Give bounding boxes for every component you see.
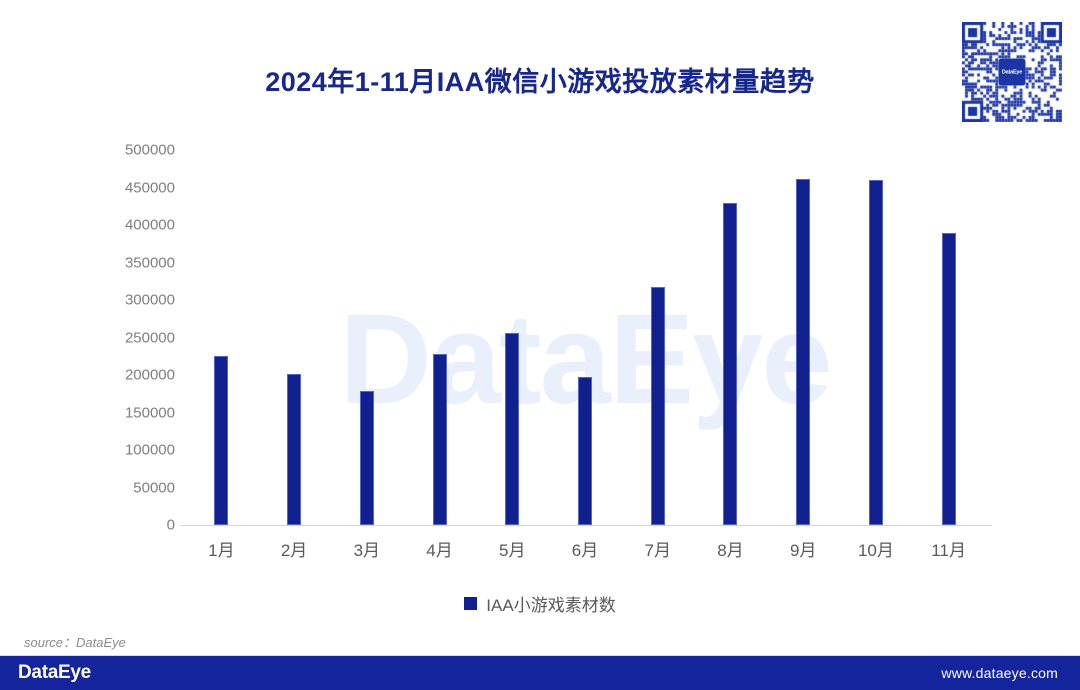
bar-column: [650, 150, 665, 525]
bar[interactable]: [578, 377, 592, 525]
y-axis-tick-label: 100000: [124, 441, 175, 459]
x-axis-tick-label: 9月: [789, 541, 817, 560]
qr-code[interactable]: DataEye: [962, 22, 1062, 122]
y-axis-tick-label: 200000: [124, 366, 175, 384]
x-axis-tick-label: 8月: [717, 541, 744, 560]
bar-column: [723, 150, 738, 525]
x-axis-tick-label: 10月: [857, 541, 894, 560]
y-axis-tick-label: 450000: [124, 179, 175, 196]
page-title: 2024年1-11月IAA微信小游戏投放素材量趋势: [265, 67, 815, 97]
bar[interactable]: [287, 373, 302, 525]
bar-column: [796, 150, 811, 525]
footer-divider: [0, 655, 1080, 656]
bar[interactable]: [650, 286, 665, 525]
x-axis: 1月 2月 3月 4月 5月 6月 7月 8月 9月 10月 11月: [185, 536, 985, 566]
qr-center-logo: DataEye: [998, 58, 1026, 86]
x-axis-tick-label: 2月: [280, 541, 308, 560]
bar-column: [578, 150, 592, 525]
y-axis-tick-label: 500000: [124, 141, 175, 159]
bar[interactable]: [359, 390, 374, 525]
x-axis-tick-label: 4月: [426, 541, 453, 560]
bars-layer: [185, 150, 985, 525]
bar[interactable]: [941, 232, 956, 525]
chart-legend: IAA小游戏素材数: [0, 591, 1080, 616]
y-axis-tick-label: 300000: [124, 291, 175, 309]
bar-column: [941, 150, 956, 525]
bar[interactable]: [796, 179, 811, 525]
y-axis: 0 50000 100000 150000 200000 250000 300000 3500…: [95, 0, 175, 690]
bar-column: [432, 150, 447, 525]
bar[interactable]: [432, 354, 447, 525]
y-axis-tick-label: 150000: [124, 404, 175, 421]
y-axis-tick-label: 400000: [124, 216, 175, 234]
y-axis-tick-label: 350000: [124, 254, 175, 271]
bar-column: [214, 150, 229, 525]
bar[interactable]: [723, 202, 738, 525]
x-axis-tick-label: 3月: [353, 541, 381, 560]
bar[interactable]: [505, 333, 520, 525]
source-note: source：DataEye: [24, 635, 126, 650]
footer-url[interactable]: www.dataeye.com: [941, 665, 1058, 681]
x-axis-line: [180, 525, 992, 526]
footer-logo: DataEye: [18, 662, 91, 683]
bar-column: [868, 150, 883, 525]
bar-column: [359, 150, 374, 525]
legend-swatch: [464, 597, 478, 610]
y-axis-tick-label: 50000: [133, 479, 175, 496]
bar-column: [505, 150, 520, 525]
x-axis-tick-label: 11月: [931, 541, 966, 560]
footer-bar: DataEye www.dataeye.com: [0, 656, 1080, 690]
x-axis-tick-label: 5月: [499, 541, 526, 560]
legend-label: IAA小游戏素材数: [486, 596, 616, 615]
bar-column: [287, 150, 302, 525]
x-axis-tick-label: 1月: [208, 541, 235, 560]
y-axis-tick-label: 0: [166, 516, 175, 534]
x-axis-tick-label: 7月: [644, 541, 671, 560]
x-axis-tick-label: 6月: [571, 541, 599, 560]
bar[interactable]: [214, 355, 229, 525]
y-axis-tick-label: 250000: [124, 329, 175, 346]
bar[interactable]: [868, 180, 883, 525]
